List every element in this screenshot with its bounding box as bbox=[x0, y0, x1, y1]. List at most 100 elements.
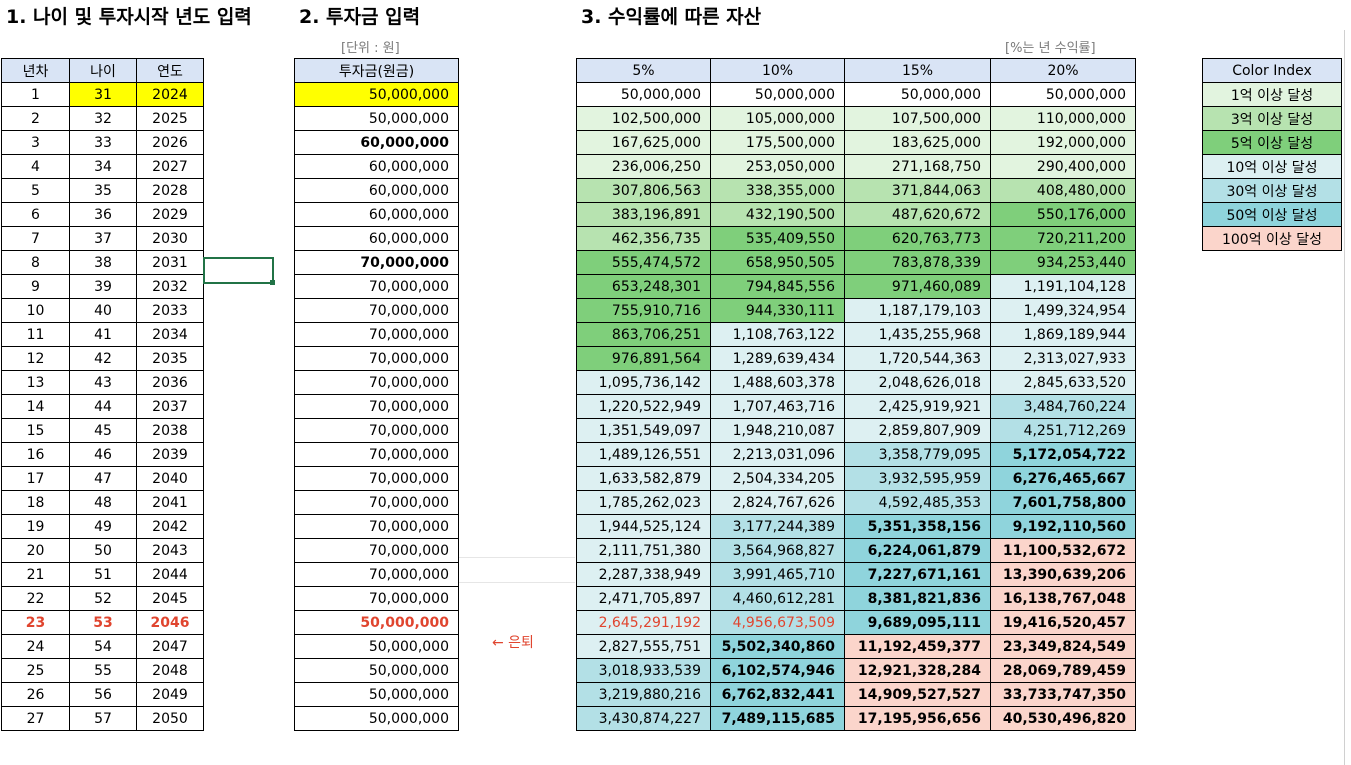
asset-cell[interactable]: 12,921,328,284 bbox=[844, 658, 991, 683]
investment-cell[interactable]: 60,000,000 bbox=[294, 178, 459, 203]
asset-cell[interactable]: 1,633,582,879 bbox=[576, 466, 711, 491]
header-rate-10[interactable]: 10% bbox=[710, 58, 845, 83]
asset-cell[interactable]: 783,878,339 bbox=[844, 250, 991, 275]
year-index-cell[interactable]: 27 bbox=[1, 706, 70, 731]
asset-cell[interactable]: 4,956,673,509 bbox=[710, 610, 845, 635]
year-index-cell[interactable]: 12 bbox=[1, 346, 70, 371]
asset-cell[interactable]: 371,844,063 bbox=[844, 178, 991, 203]
year-index-cell[interactable]: 3 bbox=[1, 130, 70, 155]
year-cell[interactable]: 2031 bbox=[136, 250, 204, 275]
investment-cell[interactable]: 60,000,000 bbox=[294, 202, 459, 227]
year-index-cell[interactable]: 13 bbox=[1, 370, 70, 395]
asset-cell[interactable]: 550,176,000 bbox=[990, 202, 1136, 227]
asset-cell[interactable]: 1,869,189,944 bbox=[990, 322, 1136, 347]
header-rate-20[interactable]: 20% bbox=[990, 58, 1136, 83]
year-cell[interactable]: 2035 bbox=[136, 346, 204, 371]
asset-cell[interactable]: 944,330,111 bbox=[710, 298, 845, 323]
legend-item[interactable]: 1억 이상 달성 bbox=[1202, 82, 1342, 107]
year-cell[interactable]: 2039 bbox=[136, 442, 204, 467]
year-index-cell[interactable]: 14 bbox=[1, 394, 70, 419]
asset-cell[interactable]: 4,251,712,269 bbox=[990, 418, 1136, 443]
asset-cell[interactable]: 290,400,000 bbox=[990, 154, 1136, 179]
year-index-cell[interactable]: 4 bbox=[1, 154, 70, 179]
year-cell[interactable]: 2026 bbox=[136, 130, 204, 155]
asset-cell[interactable]: 863,706,251 bbox=[576, 322, 711, 347]
year-cell[interactable]: 2044 bbox=[136, 562, 204, 587]
asset-cell[interactable]: 3,219,880,216 bbox=[576, 682, 711, 707]
age-cell[interactable]: 44 bbox=[69, 394, 137, 419]
year-index-cell[interactable]: 21 bbox=[1, 562, 70, 587]
year-cell[interactable]: 2050 bbox=[136, 706, 204, 731]
asset-cell[interactable]: 11,100,532,672 bbox=[990, 538, 1136, 563]
year-index-cell[interactable]: 11 bbox=[1, 322, 70, 347]
investment-cell[interactable]: 70,000,000 bbox=[294, 418, 459, 443]
asset-cell[interactable]: 6,102,574,946 bbox=[710, 658, 845, 683]
asset-cell[interactable]: 3,430,874,227 bbox=[576, 706, 711, 731]
legend-item[interactable]: 10억 이상 달성 bbox=[1202, 154, 1342, 179]
asset-cell[interactable]: 720,211,200 bbox=[990, 226, 1136, 251]
year-cell[interactable]: 2030 bbox=[136, 226, 204, 251]
asset-cell[interactable]: 794,845,556 bbox=[710, 274, 845, 299]
header-color-index[interactable]: Color Index bbox=[1202, 58, 1342, 83]
age-cell[interactable]: 31 bbox=[69, 82, 137, 107]
asset-cell[interactable]: 19,416,520,457 bbox=[990, 610, 1136, 635]
asset-cell[interactable]: 3,991,465,710 bbox=[710, 562, 845, 587]
investment-cell[interactable]: 70,000,000 bbox=[294, 562, 459, 587]
investment-cell[interactable]: 70,000,000 bbox=[294, 298, 459, 323]
asset-cell[interactable]: 33,733,747,350 bbox=[990, 682, 1136, 707]
year-cell[interactable]: 2025 bbox=[136, 106, 204, 131]
asset-cell[interactable]: 6,762,832,441 bbox=[710, 682, 845, 707]
asset-cell[interactable]: 934,253,440 bbox=[990, 250, 1136, 275]
asset-cell[interactable]: 3,177,244,389 bbox=[710, 514, 845, 539]
investment-cell[interactable]: 60,000,000 bbox=[294, 226, 459, 251]
asset-cell[interactable]: 253,050,000 bbox=[710, 154, 845, 179]
year-index-cell[interactable]: 6 bbox=[1, 202, 70, 227]
investment-cell[interactable]: 70,000,000 bbox=[294, 466, 459, 491]
year-index-cell[interactable]: 18 bbox=[1, 490, 70, 515]
asset-cell[interactable]: 1,435,255,968 bbox=[844, 322, 991, 347]
asset-cell[interactable]: 23,349,824,549 bbox=[990, 634, 1136, 659]
asset-cell[interactable]: 3,018,933,539 bbox=[576, 658, 711, 683]
legend-item[interactable]: 50억 이상 달성 bbox=[1202, 202, 1342, 227]
year-index-cell[interactable]: 19 bbox=[1, 514, 70, 539]
year-cell[interactable]: 2042 bbox=[136, 514, 204, 539]
age-cell[interactable]: 56 bbox=[69, 682, 137, 707]
asset-cell[interactable]: 1,489,126,551 bbox=[576, 442, 711, 467]
investment-cell[interactable]: 70,000,000 bbox=[294, 586, 459, 611]
investment-cell[interactable]: 50,000,000 bbox=[294, 82, 459, 107]
age-cell[interactable]: 45 bbox=[69, 418, 137, 443]
investment-cell[interactable]: 70,000,000 bbox=[294, 250, 459, 275]
asset-cell[interactable]: 183,625,000 bbox=[844, 130, 991, 155]
age-cell[interactable]: 57 bbox=[69, 706, 137, 731]
year-cell[interactable]: 2028 bbox=[136, 178, 204, 203]
year-index-cell[interactable]: 22 bbox=[1, 586, 70, 611]
age-cell[interactable]: 37 bbox=[69, 226, 137, 251]
investment-cell[interactable]: 60,000,000 bbox=[294, 154, 459, 179]
asset-cell[interactable]: 1,707,463,716 bbox=[710, 394, 845, 419]
age-cell[interactable]: 49 bbox=[69, 514, 137, 539]
asset-cell[interactable]: 50,000,000 bbox=[576, 82, 711, 107]
fill-handle[interactable] bbox=[270, 280, 275, 285]
asset-cell[interactable]: 5,172,054,722 bbox=[990, 442, 1136, 467]
year-cell[interactable]: 2036 bbox=[136, 370, 204, 395]
age-cell[interactable]: 50 bbox=[69, 538, 137, 563]
header-rate-15[interactable]: 15% bbox=[844, 58, 991, 83]
age-cell[interactable]: 38 bbox=[69, 250, 137, 275]
year-cell[interactable]: 2024 bbox=[136, 82, 204, 107]
age-cell[interactable]: 36 bbox=[69, 202, 137, 227]
year-cell[interactable]: 2029 bbox=[136, 202, 204, 227]
asset-cell[interactable]: 1,095,736,142 bbox=[576, 370, 711, 395]
investment-cell[interactable]: 70,000,000 bbox=[294, 490, 459, 515]
age-cell[interactable]: 43 bbox=[69, 370, 137, 395]
asset-cell[interactable]: 17,195,956,656 bbox=[844, 706, 991, 731]
investment-cell[interactable]: 70,000,000 bbox=[294, 370, 459, 395]
asset-cell[interactable]: 462,356,735 bbox=[576, 226, 711, 251]
legend-item[interactable]: 3억 이상 달성 bbox=[1202, 106, 1342, 131]
asset-cell[interactable]: 236,006,250 bbox=[576, 154, 711, 179]
asset-cell[interactable]: 50,000,000 bbox=[710, 82, 845, 107]
asset-cell[interactable]: 1,944,525,124 bbox=[576, 514, 711, 539]
year-index-cell[interactable]: 1 bbox=[1, 82, 70, 107]
age-cell[interactable]: 46 bbox=[69, 442, 137, 467]
investment-cell[interactable]: 70,000,000 bbox=[294, 514, 459, 539]
age-cell[interactable]: 32 bbox=[69, 106, 137, 131]
